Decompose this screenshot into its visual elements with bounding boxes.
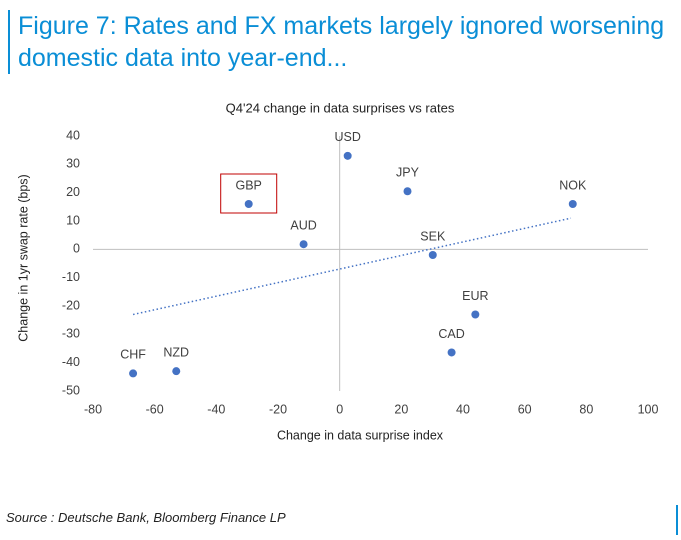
point — [568, 200, 577, 208]
y-tick-label: -40 — [62, 355, 80, 369]
point-label: NOK — [559, 178, 587, 192]
point — [129, 369, 138, 378]
point-label: SEK — [420, 229, 446, 243]
point-label: GBP — [236, 178, 262, 192]
point-label: AUD — [290, 219, 316, 233]
point — [428, 251, 437, 259]
y-tick-label: -30 — [62, 327, 80, 341]
point-label: EUR — [462, 289, 488, 303]
chart-title: Q4'24 change in data surprises vs rates — [226, 100, 455, 115]
x-tick-label: 60 — [518, 402, 532, 416]
y-tick-label: -20 — [62, 298, 80, 312]
point — [343, 151, 352, 160]
x-tick-label: 20 — [394, 402, 408, 416]
y-tick-label: 20 — [66, 185, 80, 199]
y-tick-label: -50 — [62, 383, 80, 397]
x-tick-label: 40 — [456, 402, 470, 416]
y-tick-label: 10 — [66, 213, 80, 227]
trendline — [132, 217, 572, 316]
x-tick-label: 100 — [638, 402, 659, 416]
point-label: NZD — [163, 345, 189, 359]
point-label: CHF — [120, 348, 146, 362]
y-tick-label: 0 — [73, 242, 80, 256]
y-tick-label: -10 — [62, 270, 80, 284]
decor-bar — [676, 505, 678, 535]
point-label: JPY — [396, 166, 420, 180]
x-tick-label: -80 — [84, 402, 102, 416]
x-tick-label: 0 — [336, 402, 343, 416]
x-axis-label: Change in data surprise index — [277, 428, 444, 442]
point — [471, 310, 480, 319]
y-tick-label: 40 — [66, 128, 80, 142]
x-tick-label: 80 — [579, 402, 593, 416]
source: Source : Deutsche Bank, Bloomberg Financ… — [6, 510, 286, 525]
point — [299, 240, 308, 249]
x-tick-label: -40 — [207, 402, 225, 416]
y-tick-label: 30 — [66, 157, 80, 171]
point-label: USD — [334, 130, 360, 144]
y-axis-label: Change in 1yr swap rate (bps) — [16, 174, 30, 341]
point — [172, 367, 181, 376]
chart: Q4'24 change in data surprises vs rates … — [16, 100, 659, 442]
point — [447, 348, 456, 357]
point — [244, 200, 253, 208]
point-label: CAD — [438, 327, 464, 341]
x-tick-label: -60 — [146, 402, 164, 416]
highlight-box — [220, 173, 278, 214]
point — [403, 187, 412, 196]
x-tick-label: -20 — [269, 402, 287, 416]
figure-title: Figure 7: Rates and FX markets largely i… — [8, 10, 681, 74]
